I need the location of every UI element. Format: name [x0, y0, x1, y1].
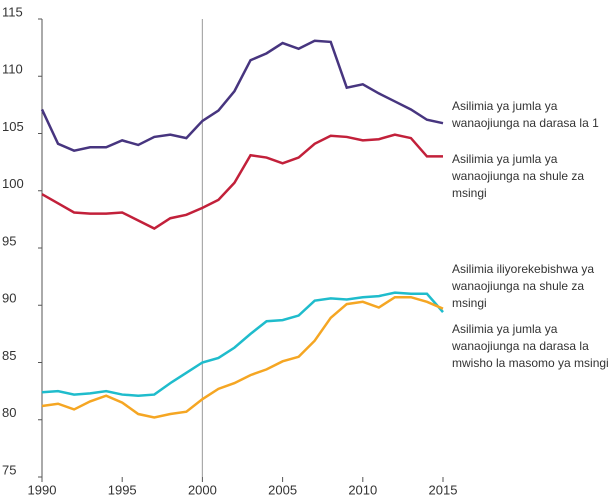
y-tick-label: 95 — [2, 233, 16, 248]
series-label: Asilimia ya jumla ya wanaojiunga na dara… — [452, 322, 609, 370]
y-tick-label: 110 — [2, 62, 23, 77]
y-tick-label: 75 — [2, 462, 16, 477]
series-label: Asilimia ya jumla ya wanaojiunga na shul… — [452, 152, 585, 200]
series-line — [41, 133, 443, 230]
x-tick-label: 1990 — [28, 482, 57, 497]
x-tick-label: 2010 — [348, 482, 377, 497]
y-tick-label: 90 — [2, 291, 16, 306]
x-tick-label: 2015 — [429, 482, 458, 497]
series-line — [41, 291, 444, 397]
y-tick-label: 105 — [2, 119, 24, 134]
series-line — [41, 295, 444, 419]
y-tick-label: 100 — [2, 176, 24, 191]
x-tick-label: 2005 — [268, 482, 297, 497]
y-tick-label: 85 — [2, 348, 16, 363]
x-tick-label: 2000 — [188, 482, 217, 497]
y-tick-label: 115 — [2, 4, 23, 19]
y-tick-label: 80 — [2, 405, 16, 420]
series-line — [40, 39, 444, 152]
x-tick-label: 1995 — [108, 482, 137, 497]
series-label: Asilimia ya jumla ya wanaojiunga na dara… — [452, 99, 599, 130]
series-label: Asilimia iliyorekebishwa ya wanaojiunga … — [452, 262, 595, 310]
